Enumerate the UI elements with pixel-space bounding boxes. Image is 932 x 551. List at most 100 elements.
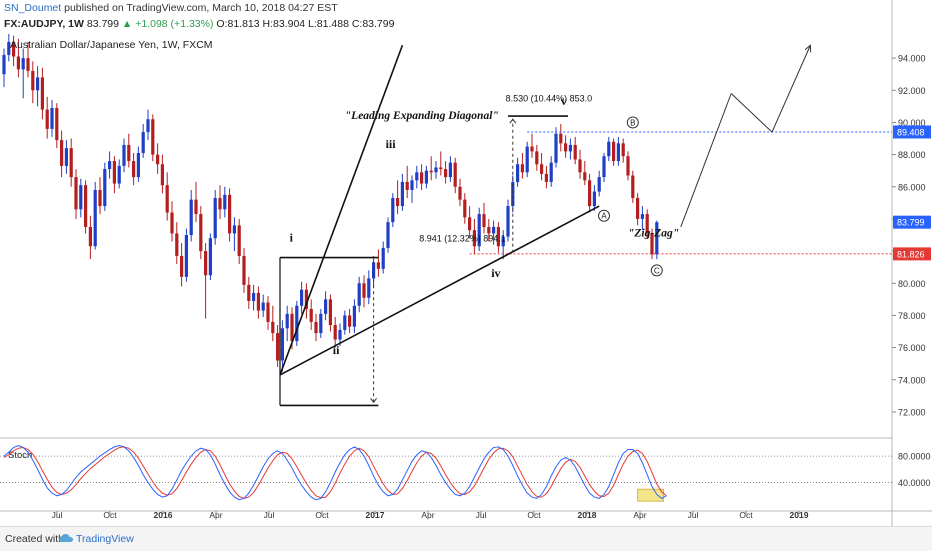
candle-body — [16, 56, 20, 70]
candle-body — [640, 214, 644, 219]
candle — [362, 275, 366, 308]
candle-body — [520, 164, 524, 173]
candle — [607, 136, 611, 162]
chart-title: Australian Dollar/Japanese Yen, 1W, FXCM — [10, 39, 213, 51]
wave-marker-circle — [598, 209, 610, 222]
candle — [21, 48, 25, 99]
candle — [482, 202, 486, 234]
candle-body — [256, 292, 260, 311]
candle — [156, 143, 160, 174]
candle-body — [540, 164, 544, 174]
stoch-label: Stoch — [8, 450, 32, 461]
time-tick-label: 2019 — [790, 510, 809, 520]
candle — [261, 294, 265, 318]
candle — [650, 228, 654, 260]
candle — [348, 308, 352, 334]
candle-body — [357, 283, 361, 306]
candle-body — [180, 255, 184, 277]
candle-body — [367, 278, 371, 298]
candle-body — [444, 169, 448, 178]
price-label-81.826: 81.826 — [893, 247, 931, 261]
candle-body — [506, 206, 510, 237]
candle-body — [12, 42, 16, 57]
candle — [477, 207, 481, 252]
candle — [549, 156, 553, 187]
author-name[interactable]: SN_Doumet — [4, 2, 62, 14]
candle — [108, 151, 112, 179]
price-pane — [0, 34, 892, 428]
candle — [424, 165, 428, 189]
candle — [626, 151, 630, 181]
price-label-box — [893, 215, 931, 229]
candle-body — [655, 222, 659, 255]
candle — [26, 42, 30, 78]
price-tick-label: 94.000 — [898, 54, 926, 64]
candle-body — [516, 164, 520, 182]
wave-b-marker: B — [626, 116, 639, 129]
candle-body — [280, 328, 284, 361]
candle — [568, 138, 572, 160]
time-tick-label: Apr — [421, 510, 434, 520]
price-tick-label: 74.000 — [898, 375, 926, 385]
candle — [381, 241, 385, 274]
candle — [410, 175, 414, 203]
time-axis: Jul Oct 2016 Apr Jul Oct 2017 Apr Jul Oct 2018 Apr J… — [52, 510, 809, 520]
candle-body — [348, 315, 352, 327]
price-tick-label: 80.000 — [898, 279, 926, 289]
candle — [439, 151, 443, 176]
price-tick-label: 90.000 — [898, 118, 926, 128]
candle — [511, 175, 515, 213]
candle-body — [396, 198, 400, 207]
diagonal-lower-line — [279, 205, 600, 376]
candle — [213, 189, 217, 245]
candle — [36, 66, 40, 107]
candle-body — [184, 235, 188, 277]
tradingview-brand[interactable]: TradingView — [76, 533, 134, 545]
candle-body — [501, 236, 505, 247]
candle-body — [156, 154, 160, 165]
candle-body — [285, 313, 289, 329]
candle — [612, 138, 616, 166]
candle — [636, 193, 640, 226]
candle-body — [175, 233, 179, 256]
wave-i-label: i — [290, 230, 294, 244]
candle — [444, 161, 448, 184]
candle — [64, 140, 68, 174]
candle — [516, 157, 520, 187]
price-label-text: 89.408 — [897, 127, 925, 137]
candle-body — [612, 141, 616, 162]
candle-body — [45, 109, 49, 129]
candle — [631, 170, 635, 203]
wave-marker-letter: B — [630, 118, 635, 127]
candle — [69, 138, 73, 187]
candle-body — [319, 313, 323, 334]
candle-body — [372, 262, 376, 279]
candle-body — [362, 283, 366, 298]
candle — [453, 157, 457, 194]
candle — [165, 172, 169, 221]
time-tick-label: Oct — [527, 510, 541, 520]
ohlc-values: O:81.813 H:83.904 L:81.488 C:83.799 — [216, 18, 395, 30]
candle-body — [453, 162, 457, 187]
candle — [616, 136, 620, 166]
candle — [16, 38, 20, 78]
candle — [338, 323, 342, 346]
candle — [136, 146, 140, 182]
tradingview-cloud-icon[interactable] — [58, 532, 74, 544]
candle — [352, 299, 356, 334]
candle — [218, 185, 222, 219]
time-tick-label: Oct — [315, 510, 329, 520]
candle — [309, 299, 313, 330]
candle-body — [50, 107, 54, 129]
candle — [271, 305, 275, 342]
candle — [189, 189, 193, 242]
candle-body — [276, 333, 280, 361]
time-tick-label: 2018 — [578, 510, 597, 520]
candle — [468, 206, 472, 239]
candle-body — [458, 186, 462, 200]
chart-area[interactable]: 94.00092.00090.00088.00086.00084.00082.0… — [0, 0, 932, 526]
diagonal-annotation: "Leading Expanding Diagonal" — [345, 110, 499, 122]
price-label-89.408: 89.408 — [893, 125, 931, 139]
candle — [84, 180, 88, 234]
candle-body — [376, 262, 380, 269]
